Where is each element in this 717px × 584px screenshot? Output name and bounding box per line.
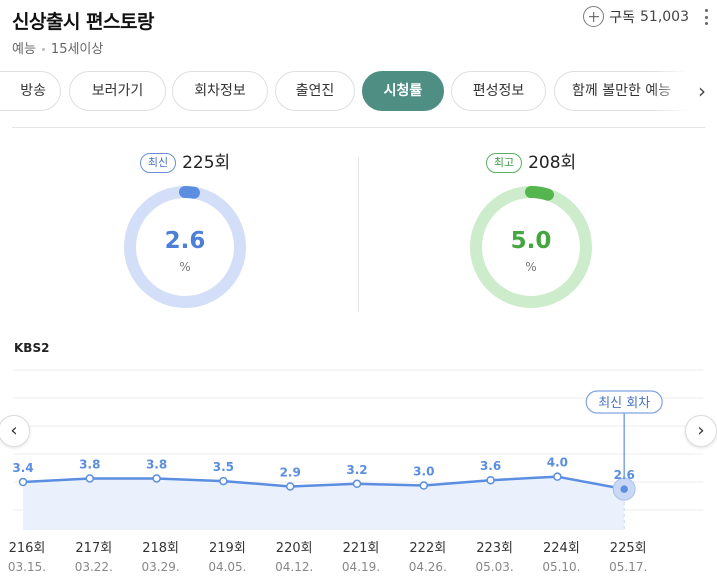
data-point [152,474,161,483]
latest-badge: 최신 [139,153,177,173]
program-title[interactable]: 신상출시 편스토랑 [12,11,154,33]
tab-fade [650,71,690,111]
best-donut-arc [470,186,592,308]
data-point [419,481,429,490]
x-tick-label: 225회 [610,541,647,556]
data-label: 3.5 [213,460,234,474]
tab-schedule[interactable]: 편성정보 [451,71,546,111]
program-subinfo: 예능 15세이상 [12,38,103,57]
chart-prev-button[interactable]: ‹ [0,415,30,447]
program-genre[interactable]: 예능 [12,42,36,57]
separator-dot [41,48,45,51]
x-tick-label: 220회 [276,541,313,556]
x-tick-date: 04.19. [342,560,380,574]
x-tick-date: 04.12. [275,560,313,574]
data-label: 3.0 [413,465,434,479]
best-rating: 최고 208회 5.0 % [381,148,681,318]
tab-cast[interactable]: 출연진 [275,71,355,111]
subscribe-count: 51,003 [640,8,689,25]
data-label: 4.0 [547,456,568,470]
x-tick-label: 221회 [343,541,380,556]
x-tick-date: 03.22. [75,560,113,574]
x-tick-label: 222회 [409,541,446,556]
x-tick-label: 219회 [209,541,246,556]
latest-episode: 225회 [182,153,231,173]
x-tick-label: 217회 [75,541,112,556]
data-label: 3.4 [12,461,33,475]
best-rating-unit: % [525,260,537,274]
latest-rating: 최신 225회 2.6 % [35,148,335,318]
latest-rating-value: 2.6 [164,228,206,254]
data-point [219,476,228,486]
best-rating-value: 5.0 [510,228,552,254]
best-episode: 208회 [528,153,577,173]
data-label: 2.9 [280,465,301,479]
subscribe-label: 구독 [609,9,635,26]
x-tick-label: 223회 [476,541,513,556]
latest-donut-arc [124,186,246,308]
data-label: 3.6 [480,459,501,473]
x-tick-date: 03.15. [8,560,46,574]
plus-icon [583,6,605,27]
channel-label: KBS2 [14,341,50,355]
x-tick-date: 04.26. [409,560,447,574]
x-tick-label: 216회 [9,541,46,556]
x-tick-date: 05.17. [609,560,647,574]
rating-divider [358,157,359,312]
data-point [352,479,362,489]
more-options-icon[interactable] [705,9,709,25]
latest-marker-pill [585,390,663,414]
x-tick-date: 05.10. [542,560,580,574]
data-point [620,485,628,493]
chart-next-button[interactable]: › [685,415,717,447]
subscribe-button[interactable]: 구독 51,003 [583,6,689,27]
x-tick-date: 03.29. [142,560,180,574]
x-tick-label: 218회 [142,541,179,556]
section-divider [12,127,705,128]
best-donut-chart [470,186,592,308]
latest-rating-header: 최신 225회 [35,148,335,173]
x-tick-date: 05.03. [476,560,514,574]
tab-list: 방송 보러가기 회차정보 출연진 시청률 편성정보 함께 볼만한 예능 [0,71,690,111]
latest-marker-label: 최신 회차 [598,396,650,411]
x-tick-date: 04.05. [208,560,246,574]
program-header: 신상출시 편스토랑 예능 15세이상 구독 51,003 [0,0,717,62]
tab-next-arrow-icon[interactable]: › [698,79,706,103]
latest-rating-unit: % [179,260,191,274]
data-point [553,472,562,481]
best-rating-header: 최고 208회 [381,148,681,173]
data-point [18,477,28,487]
tab-broadcast[interactable]: 방송 [0,71,61,111]
latest-donut-chart [124,186,246,308]
tab-episode-info[interactable]: 회차정보 [172,71,268,111]
series-line [22,475,625,491]
chart-area-fill [23,476,625,530]
program-age-rating: 15세이상 [50,42,104,57]
data-point [85,474,95,483]
tab-ratings[interactable]: 시청률 [362,71,444,111]
data-point [486,475,495,485]
tab-watch[interactable]: 보러가기 [69,71,166,111]
data-label: 3.8 [79,457,100,471]
tab-bar: ‹ 방송 보러가기 회차정보 출연진 시청률 편성정보 함께 볼만한 예능 › [0,67,717,117]
x-tick-label: 224회 [543,541,580,556]
data-label: 3.8 [146,457,167,471]
ratings-line-chart: 3.4 216회 03.15. 3.8 217회 03.22. 3.8 218회 03.29. 3… [8,369,703,574]
data-label: 3.2 [346,463,367,477]
data-point [285,482,295,491]
best-badge: 최고 [485,153,523,173]
